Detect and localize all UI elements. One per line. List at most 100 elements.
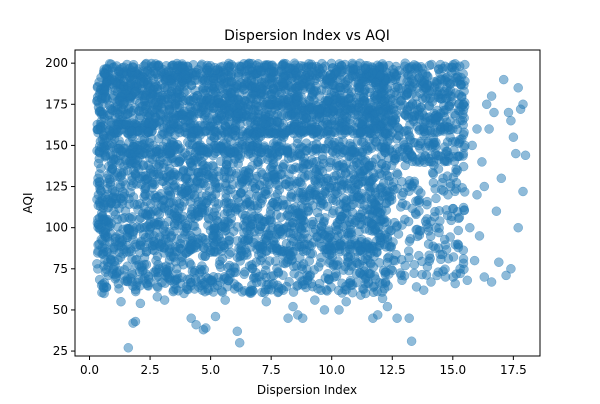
data-point (233, 71, 244, 82)
data-point (142, 280, 153, 291)
data-point (268, 278, 279, 289)
data-point (261, 296, 272, 307)
data-point (344, 124, 355, 134)
data-point (172, 64, 182, 74)
data-point (197, 285, 207, 295)
data-point (384, 192, 395, 202)
data-point (390, 74, 401, 85)
data-point (209, 197, 220, 207)
data-point (377, 293, 388, 304)
data-point (520, 150, 531, 161)
data-point (353, 247, 363, 257)
data-point (408, 82, 418, 92)
data-point (392, 313, 402, 323)
data-point (318, 218, 329, 228)
data-point (256, 277, 267, 287)
data-point (341, 111, 351, 122)
x-tick-label: 10.0 (318, 363, 345, 377)
data-point (224, 62, 234, 73)
plot-frame (74, 49, 541, 357)
data-point (180, 173, 191, 184)
data-point (247, 263, 257, 274)
data-point (168, 251, 179, 261)
data-point (369, 133, 379, 144)
data-point (123, 343, 134, 353)
data-point (433, 267, 444, 277)
data-point (201, 163, 211, 174)
data-point (220, 222, 231, 233)
data-point (355, 267, 365, 278)
data-point (390, 82, 401, 93)
data-point (204, 214, 214, 224)
data-point (135, 298, 146, 309)
data-point (431, 193, 441, 204)
data-point (177, 189, 188, 199)
data-point (412, 69, 422, 79)
data-point (469, 255, 480, 266)
data-point (283, 94, 294, 104)
data-point (113, 66, 124, 76)
data-point (415, 138, 426, 149)
data-point (388, 237, 398, 247)
data-point (337, 278, 347, 289)
data-point (148, 74, 159, 84)
data-point (425, 231, 436, 242)
data-point (247, 219, 258, 230)
data-point (252, 138, 263, 148)
data-point (225, 247, 236, 257)
data-point (364, 160, 375, 171)
data-point (174, 203, 185, 213)
data-point (291, 67, 301, 78)
data-point (424, 101, 434, 111)
data-point (100, 225, 111, 235)
data-point (257, 169, 268, 179)
data-point (92, 81, 103, 92)
data-point (107, 163, 118, 174)
data-point (458, 129, 469, 140)
data-point (459, 86, 469, 97)
data-point (130, 284, 141, 295)
data-point (186, 197, 196, 207)
data-point (414, 206, 424, 216)
data-point (256, 193, 267, 204)
data-point (97, 211, 107, 221)
data-point (272, 189, 283, 199)
y-tick-label: 175 (45, 97, 68, 111)
data-point (424, 256, 434, 266)
data-point (362, 127, 372, 137)
data-point (392, 183, 403, 194)
data-point (518, 186, 528, 197)
data-point (119, 244, 129, 255)
data-point (452, 239, 463, 249)
data-point (127, 276, 137, 287)
data-point (295, 177, 306, 188)
data-point (506, 115, 516, 126)
data-point (501, 270, 511, 281)
data-point (406, 150, 417, 160)
data-point (234, 61, 244, 71)
data-point (216, 71, 227, 81)
data-point (442, 77, 453, 87)
data-point (195, 178, 205, 189)
x-tick-label: 12.5 (379, 363, 406, 377)
data-point (271, 97, 282, 108)
data-point (186, 260, 196, 270)
data-point (249, 272, 259, 282)
data-point (179, 106, 190, 117)
data-point (102, 178, 113, 188)
data-point (325, 69, 336, 80)
points-layer (92, 58, 531, 353)
data-point (330, 127, 340, 138)
data-point (511, 148, 521, 159)
data-point (232, 222, 243, 232)
data-point (327, 79, 338, 90)
data-point (319, 305, 330, 315)
data-point (138, 160, 149, 171)
data-point (368, 287, 379, 298)
data-point (357, 147, 367, 158)
data-point (352, 100, 362, 110)
data-point (360, 288, 371, 299)
x-tick-label: 0.0 (80, 363, 99, 377)
data-point (301, 138, 312, 148)
data-point (373, 221, 384, 232)
